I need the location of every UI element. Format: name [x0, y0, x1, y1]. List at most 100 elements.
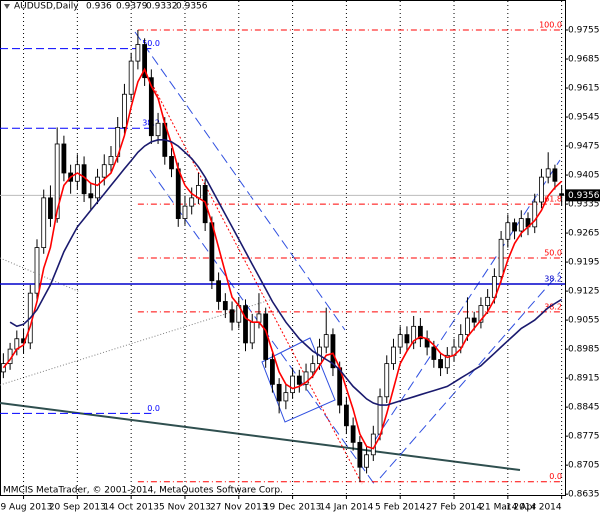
x-tick-label: 14 Jan 2014: [319, 503, 373, 513]
channel-line: [134, 31, 346, 331]
candle-body: [196, 185, 201, 199]
helper-line: [0, 257, 81, 293]
candle-body: [135, 44, 141, 62]
candle-body: [209, 222, 215, 282]
candle-body: [95, 176, 100, 199]
candle-body: [539, 176, 544, 203]
candle-body: [532, 201, 538, 228]
candle-body: [505, 222, 511, 240]
candle-body: [310, 363, 316, 373]
candle-body: [323, 334, 329, 348]
candle-body: [54, 143, 60, 219]
x-tick-label: 20 Sep 2013: [49, 503, 106, 513]
candle-body: [296, 375, 302, 385]
candle-body: [122, 93, 127, 128]
x-tick-label: 5 Feb 2014: [375, 503, 426, 513]
candle-body: [512, 222, 517, 232]
candle-body: [48, 197, 53, 219]
moving-average: [9, 139, 563, 406]
ohlc-high: 0.9379: [116, 2, 148, 12]
candle-body: [128, 60, 134, 95]
candle-body: [182, 205, 188, 219]
candle-body: [377, 396, 383, 435]
fib-label: 61.8: [544, 195, 562, 204]
candle-body: [243, 305, 248, 344]
candle-body: [384, 363, 390, 398]
candle-body: [552, 168, 558, 182]
candle-body: [444, 354, 450, 369]
candle-body: [545, 168, 551, 178]
candle-body: [391, 346, 396, 365]
y-tick-label: 0.9335: [568, 200, 600, 210]
candle-body: [256, 313, 262, 323]
candle-body: [559, 193, 565, 196]
candle-body: [270, 359, 275, 385]
candle-body: [249, 321, 255, 344]
candle-body: [290, 375, 295, 394]
horizontal-line-label: 38.2: [544, 275, 562, 284]
x-tick-label: 19 Dec 2013: [264, 503, 322, 513]
channel-line: [379, 271, 561, 479]
y-tick-label: 0.9265: [568, 229, 600, 239]
x-tick-label: 21 Mar 2014: [479, 503, 536, 513]
price-tag: [566, 189, 600, 202]
y-tick-label: 0.9755: [568, 26, 600, 36]
y-tick-label: 0.8635: [568, 490, 600, 500]
candle-body: [148, 77, 154, 137]
candle-body: [404, 334, 410, 344]
candle-body: [303, 371, 309, 385]
y-tick-label: 0.8915: [568, 374, 600, 384]
drawings: [0, 31, 561, 486]
x-tick-label: 27 Feb 2014: [426, 503, 482, 513]
y-tick-label: 0.9405: [568, 171, 600, 181]
candle-body: [101, 164, 107, 178]
candle-body: [169, 156, 174, 170]
candle-body: [357, 441, 363, 468]
candle-body: [189, 197, 195, 207]
candle-body: [108, 156, 114, 166]
fib-label: 38.2: [544, 302, 562, 311]
x-tick-label: 5 Nov 2013: [159, 503, 211, 513]
y-tick-label: 0.9685: [568, 55, 600, 65]
trend-line: [0, 402, 521, 471]
candle-body: [397, 334, 403, 348]
y-tick-label: 0.8845: [568, 403, 600, 413]
candle-body: [458, 334, 464, 348]
y-tick-label: 0.9055: [568, 316, 600, 326]
candle-body: [478, 305, 484, 323]
candle-body: [411, 325, 417, 344]
candle-body: [283, 392, 289, 402]
y-tick-label: 0.8705: [568, 461, 600, 471]
candle-body: [431, 346, 437, 360]
y-tick-label: 0.9545: [568, 113, 600, 123]
candle-body: [465, 317, 470, 336]
symbol-icon: [4, 4, 10, 9]
x-tick-label: 29 Aug 2013: [0, 503, 52, 513]
fib-base-line: [149, 79, 363, 485]
y-tick-label: 0.9475: [568, 142, 600, 152]
x-tick-label: 14 Apr 2014: [506, 503, 562, 513]
helper-line: [0, 299, 271, 386]
candle-body: [364, 454, 369, 468]
candle-body: [518, 218, 524, 232]
candle-body: [142, 44, 148, 79]
candle-body: [330, 334, 336, 369]
y-tick-label: 0.8985: [568, 345, 600, 355]
candle-body: [276, 383, 282, 402]
moving-average: [2, 67, 563, 450]
candle-body: [155, 122, 161, 137]
price-tag-label: 0.9356: [568, 191, 600, 201]
candle-body: [222, 301, 228, 311]
fib-label: 100.0: [539, 21, 562, 30]
x-tick-label: 14 Oct 2013: [103, 503, 159, 513]
candle-body: [61, 143, 67, 174]
candle-body: [41, 197, 47, 248]
box: [261, 337, 336, 423]
candle-body: [229, 309, 235, 323]
fib-label: 0.0: [549, 472, 562, 481]
y-tick-label: 0.8775: [568, 432, 600, 442]
ohlc-open: 0.936: [86, 2, 112, 12]
candle-body: [498, 238, 504, 277]
